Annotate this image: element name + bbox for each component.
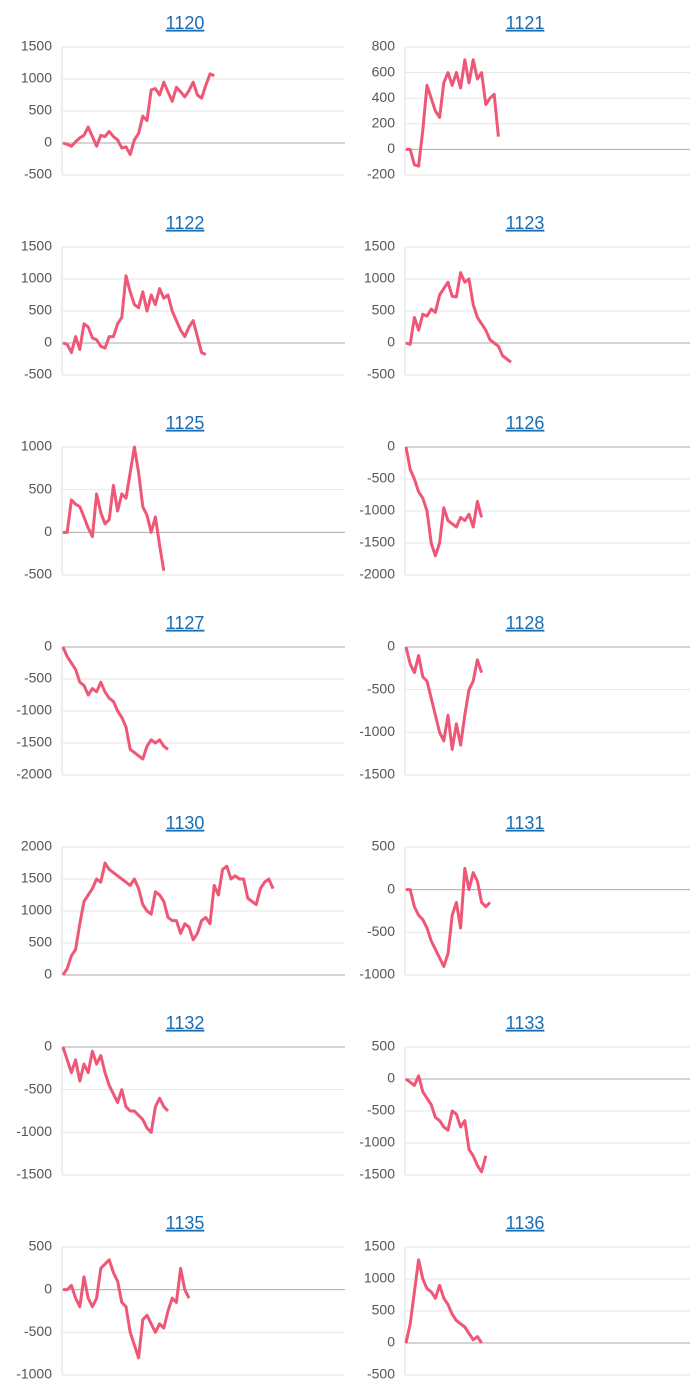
data-line: [405, 1074, 488, 1174]
y-tick-label: 0: [387, 1334, 395, 1350]
y-tick-label: -500: [367, 366, 395, 382]
y-tick-label: -500: [367, 1102, 395, 1118]
y-tick-label: 1500: [21, 870, 52, 886]
y-tick-label: 0: [44, 1280, 52, 1296]
y-tick-label: -2000: [16, 766, 52, 782]
y-tick-label: 1000: [364, 1270, 395, 1286]
y-tick-label: -2000: [359, 566, 395, 582]
data-line: [404, 1258, 483, 1344]
chart-title[interactable]: 1123: [506, 213, 545, 233]
chart-title[interactable]: 1126: [506, 413, 545, 433]
chart-title[interactable]: 1128: [506, 613, 545, 633]
y-tick-label: -500: [367, 470, 395, 486]
y-tick-label: -500: [367, 680, 395, 696]
y-tick-label: -1000: [16, 702, 52, 718]
y-tick-label: 1500: [21, 238, 52, 254]
y-tick-label: -1000: [359, 502, 395, 518]
chart-title[interactable]: 1127: [166, 613, 205, 633]
y-tick-label: -500: [24, 366, 52, 382]
y-tick-label: 0: [44, 1038, 52, 1054]
y-tick-label: 1000: [21, 438, 52, 454]
y-tick-label: 200: [372, 115, 396, 131]
y-tick-label: 800: [372, 38, 396, 54]
chart-title[interactable]: 1122: [166, 213, 205, 233]
y-tick-label: -500: [367, 923, 395, 939]
data-line: [62, 72, 215, 157]
y-tick-label: 1000: [21, 70, 52, 86]
y-tick-label: 0: [44, 638, 52, 654]
y-tick-label: -1500: [16, 734, 52, 750]
y-tick-label: 0: [44, 134, 52, 150]
data-line: [63, 445, 166, 571]
y-tick-label: -1000: [359, 1134, 395, 1150]
y-tick-label: 0: [387, 438, 395, 454]
chart-title[interactable]: 1125: [166, 413, 205, 433]
chart-title[interactable]: 1135: [166, 1213, 205, 1233]
data-line: [404, 446, 484, 558]
y-tick-label: -500: [24, 670, 52, 686]
y-tick-label: 1500: [21, 38, 52, 54]
y-tick-label: -200: [367, 166, 395, 182]
y-tick-label: 500: [372, 302, 396, 318]
y-tick-label: -1000: [359, 966, 395, 982]
y-tick-label: 1500: [364, 238, 395, 254]
data-line: [406, 866, 492, 968]
data-line: [63, 1258, 191, 1360]
y-tick-label: -1000: [16, 1366, 52, 1382]
data-line: [405, 271, 512, 364]
y-tick-label: 1000: [21, 902, 52, 918]
data-line: [406, 58, 500, 168]
y-tick-label: 500: [29, 934, 53, 950]
y-tick-label: -1500: [16, 1166, 52, 1182]
data-line: [61, 861, 275, 976]
y-tick-label: 0: [387, 638, 395, 654]
y-tick-label: 1000: [364, 270, 395, 286]
y-tick-label: 0: [44, 523, 52, 539]
y-tick-label: -1000: [16, 1123, 52, 1139]
y-tick-label: 1000: [21, 270, 52, 286]
chart-title[interactable]: 1121: [506, 13, 545, 33]
y-tick-label: -1500: [359, 534, 395, 550]
y-tick-label: 500: [29, 102, 53, 118]
y-tick-label: 2000: [21, 838, 52, 854]
y-tick-label: 500: [29, 302, 53, 318]
y-tick-label: -500: [24, 1323, 52, 1339]
y-tick-label: -500: [24, 166, 52, 182]
y-tick-label: 500: [29, 1238, 53, 1254]
y-tick-label: 0: [387, 140, 395, 156]
y-tick-label: 500: [29, 480, 53, 496]
y-tick-label: 0: [387, 1070, 395, 1086]
y-tick-label: -500: [24, 1080, 52, 1096]
data-line: [62, 274, 207, 356]
y-tick-label: 0: [44, 966, 52, 982]
y-tick-label: 600: [372, 63, 396, 79]
y-tick-label: 500: [372, 838, 396, 854]
y-tick-label: -1500: [359, 1166, 395, 1182]
y-tick-label: -1500: [359, 766, 395, 782]
data-line: [404, 646, 484, 751]
chart-title[interactable]: 1133: [506, 1013, 545, 1033]
chart-title[interactable]: 1130: [166, 813, 205, 833]
chart-title[interactable]: 1136: [506, 1213, 545, 1233]
y-tick-label: -500: [367, 1366, 395, 1382]
chart-title[interactable]: 1120: [166, 13, 205, 33]
y-tick-label: 0: [387, 880, 395, 896]
y-tick-label: 500: [372, 1302, 396, 1318]
y-tick-label: 0: [387, 334, 395, 350]
y-tick-label: -1000: [359, 723, 395, 739]
y-tick-label: 500: [372, 1038, 396, 1054]
chart-title[interactable]: 1131: [506, 813, 545, 833]
chart-title[interactable]: 1132: [166, 1013, 205, 1033]
y-tick-label: 0: [44, 334, 52, 350]
data-line: [61, 646, 169, 761]
y-tick-label: 400: [372, 89, 396, 105]
y-tick-label: -500: [24, 566, 52, 582]
y-tick-label: 1500: [364, 1238, 395, 1254]
data-line: [61, 1046, 170, 1134]
